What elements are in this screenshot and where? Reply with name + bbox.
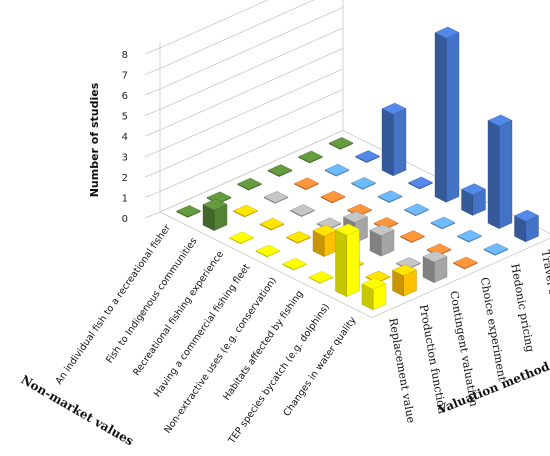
method-label: Travel cost: [539, 249, 550, 313]
bar: [259, 217, 285, 231]
bars: [176, 26, 539, 311]
gridline: [144, 0, 315, 75]
z-axis-ticks: 0 1 2 3 4 5 6 7 8: [122, 50, 128, 225]
bar: [290, 204, 315, 217]
x-axis-title: Non-market values: [19, 372, 137, 448]
bar: [308, 271, 334, 284]
gridlines: [144, 0, 550, 319]
category-labels: An individual fish to a recreational fis…: [54, 223, 359, 447]
gridline: [144, 0, 269, 55]
bar: [324, 163, 350, 177]
bar: [237, 177, 262, 191]
bar: [408, 176, 433, 190]
bar: [298, 150, 323, 164]
z-tick-label: 8: [122, 50, 128, 61]
method-label: Choice experiment: [478, 276, 509, 383]
bar: [487, 114, 513, 229]
bar: [312, 224, 338, 257]
bar: [369, 224, 395, 257]
bar: [286, 231, 311, 244]
z-tick-label: 2: [122, 173, 128, 184]
bar: [434, 26, 460, 203]
z-axis-title: Number of studies: [88, 82, 101, 197]
method-label: Hedonic pricing: [508, 263, 536, 354]
bar: [422, 250, 448, 283]
bar: [335, 223, 360, 297]
bar: [263, 191, 289, 204]
bar: [351, 177, 376, 190]
y-axis-title: Valuation method: [435, 359, 550, 417]
bar: [430, 216, 456, 230]
bar: [355, 150, 380, 163]
bar: [483, 243, 509, 256]
bar: [255, 244, 281, 258]
z-tick-label: 6: [122, 91, 128, 102]
z-tick-label: 1: [122, 194, 128, 205]
bar: [453, 256, 478, 270]
z-tick-label: 5: [122, 112, 128, 123]
bar: [320, 190, 346, 204]
z-tick-label: 3: [122, 153, 128, 164]
bar: [361, 277, 387, 311]
bar: [514, 209, 539, 243]
bar: [377, 190, 403, 203]
bar: [229, 231, 254, 245]
bar: [461, 183, 486, 216]
bar: [176, 205, 201, 218]
z-tick-label: 4: [122, 132, 128, 143]
bar: [400, 230, 425, 243]
bar: [404, 203, 429, 217]
method-label: Production function: [417, 303, 449, 414]
bar: [294, 177, 319, 191]
z-tick-label: 0: [122, 214, 128, 225]
bar: [233, 204, 258, 218]
category-label: Changes in water quality: [281, 315, 358, 419]
method-label: Replacement value: [386, 317, 417, 424]
bar: [202, 198, 228, 231]
z-tick-label: 7: [122, 71, 128, 82]
bar: [267, 164, 293, 177]
floor: [159, 129, 550, 319]
bar: [392, 264, 417, 297]
bar: [282, 257, 307, 271]
bar: [328, 137, 354, 150]
bar: [457, 229, 482, 243]
bar: [381, 102, 407, 177]
